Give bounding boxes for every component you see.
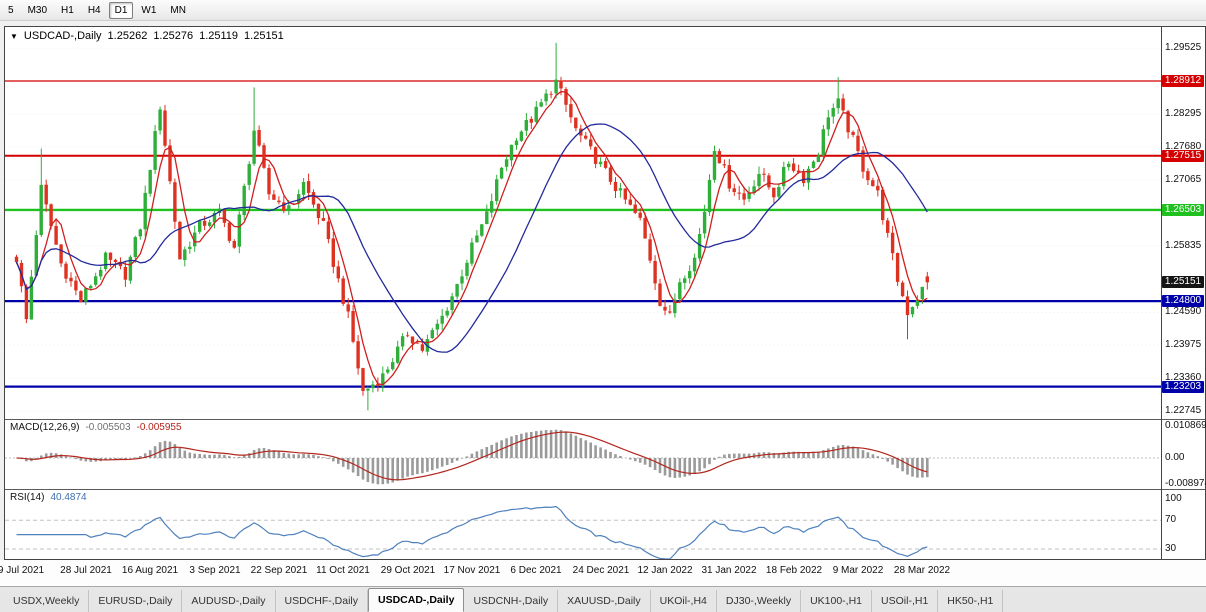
price-panel[interactable]: ▼ USDCAD-,Daily 1.25262 1.25276 1.25119 1… [5,27,1161,419]
time-axis-label: 28 Jul 2021 [60,565,112,576]
time-axis-label: 9 Jul 2021 [0,565,45,576]
price-level-badge: 1.24800 [1162,295,1204,307]
time-axis-label: 3 Sep 2021 [189,565,241,576]
timeframe-button-m30[interactable]: M30 [27,4,48,16]
timeframe-button-h4[interactable]: H4 [87,4,101,16]
rsi-line [16,505,928,559]
macd-panel[interactable]: MACD(12,26,9) -0.005503 -0.005955 [5,419,1161,489]
price-axis-macd[interactable]: 0.010869 0.00 -0.008974 [1162,419,1206,489]
chart-tab-hk50-h1[interactable]: HK50-,H1 [938,590,1004,612]
chart-tab-eurusd-daily[interactable]: EURUSD-,Daily [89,590,183,612]
timeframe-button-w1[interactable]: W1 [141,4,157,16]
timeframe-toolbar: 5 M30 H1 H4 D1 W1 MN [0,0,1206,21]
time-axis-label: 28 Mar 2022 [893,565,951,576]
price-chart-canvas[interactable] [5,27,1161,419]
price-axis-rsi[interactable]: 100 70 30 [1162,489,1205,559]
time-axis-label: 29 Oct 2021 [380,565,436,576]
chart-tab-usdx-weekly[interactable]: USDX,Weekly [4,590,90,612]
candles-layer [14,42,929,411]
price-tick-label: 1.28295 [1165,108,1202,119]
chart-tabs-bar: USDX,Weekly EURUSD-,Daily AUDUSD-,Daily USD… [0,586,1206,612]
time-axis-label: 12 Jan 2022 [637,565,693,576]
time-axis-label: 17 Nov 2021 [443,565,501,576]
rsi-axis-label: 70 [1165,514,1177,525]
macd-signal-line [16,431,928,481]
macd-axis-label: 0.00 [1165,452,1185,463]
chart-area[interactable]: ▼ USDCAD-,Daily 1.25262 1.25276 1.25119 1… [4,26,1162,560]
price-tick-label: 1.27065 [1165,174,1202,185]
chart-tab-usdcnh-daily[interactable]: USDCNH-,Daily [464,590,559,612]
price-tick-label: 1.22745 [1165,405,1202,416]
time-axis-label: 31 Jan 2022 [701,565,757,576]
macd-axis-label: 0.010869 [1165,420,1206,431]
price-tick-label: 1.23360 [1165,372,1202,383]
rsi-canvas-holder[interactable] [5,490,1161,559]
price-tick-label: 1.25835 [1165,240,1202,251]
time-axis-label: 24 Dec 2021 [572,565,630,576]
time-axis-label: 16 Aug 2021 [121,565,179,576]
timeframe-button-5[interactable]: 5 [8,4,14,16]
macd-canvas[interactable] [5,420,1161,489]
macd-histogram [20,429,929,485]
chart-tab-usdcad-daily[interactable]: USDCAD-,Daily [368,588,465,612]
ma-fast-line [15,90,928,386]
price-level-badge: 1.26503 [1162,204,1204,216]
time-axis-label: 11 Oct 2021 [316,565,370,576]
price-tick-label: 1.27680 [1165,141,1202,152]
chart-tab-xauusd-daily[interactable]: XAUUSD-,Daily [558,590,651,612]
rsi-canvas[interactable] [5,490,1161,559]
price-level-badge: 1.23203 [1162,381,1204,393]
macd-canvas-holder[interactable] [5,420,1161,489]
ma-slow-line [15,123,928,353]
macd-axis-label: -0.008974 [1165,478,1206,489]
price-axis[interactable]: 1.295251.282951.276801.270651.264501.258… [1162,26,1206,560]
timeframe-button-mn[interactable]: MN [170,4,186,16]
price-level-badge: 1.25151 [1162,276,1204,288]
price-level-badge: 1.28912 [1162,75,1204,87]
time-axis-label: 9 Mar 2022 [832,565,884,576]
rsi-axis-label: 100 [1165,493,1182,504]
price-canvas-holder[interactable] [5,27,1161,419]
timeframe-button-d1[interactable]: D1 [108,1,134,19]
price-level-badge: 1.27515 [1162,150,1204,162]
rsi-axis-label: 30 [1165,543,1177,554]
price-tick-label: 1.24590 [1165,306,1202,317]
time-axis[interactable]: 9 Jul 2021 28 Jul 2021 16 Aug 2021 3 Sep 20… [0,560,1206,586]
chart-tab-dj30-weekly[interactable]: DJ30-,Weekly [717,590,802,612]
price-tick-label: 1.29525 [1165,42,1202,53]
chart-tab-ukoil-h4[interactable]: UKOil-,H4 [651,590,717,612]
rsi-panel[interactable]: RSI(14) 40.4874 [5,489,1161,559]
time-axis-label: 22 Sep 2021 [250,565,308,576]
price-axis-main[interactable]: 1.295251.282951.276801.270651.264501.258… [1162,27,1205,419]
chart-tab-usdchf-daily[interactable]: USDCHF-,Daily [276,590,369,612]
time-axis-label: 6 Dec 2021 [510,565,562,576]
chart-tab-uk100-h1[interactable]: UK100-,H1 [801,590,873,612]
timeframe-button-h1[interactable]: H1 [61,4,74,16]
price-tick-label: 1.23975 [1165,339,1202,350]
chart-tab-usoil-h1[interactable]: USOil-,H1 [872,590,939,612]
chart-tab-audusd-daily[interactable]: AUDUSD-,Daily [182,590,276,612]
time-axis-label: 18 Feb 2022 [765,565,823,576]
